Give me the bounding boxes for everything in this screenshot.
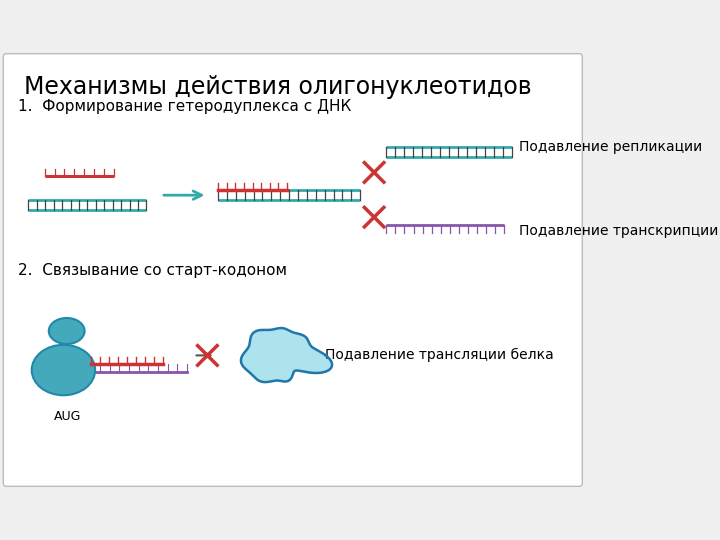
Ellipse shape [32, 345, 95, 395]
Text: 2.  Связывание со старт-кодоном: 2. Связывание со старт-кодоном [18, 264, 287, 279]
FancyBboxPatch shape [4, 53, 582, 487]
Text: Подавление транскрипции: Подавление транскрипции [519, 224, 719, 238]
Ellipse shape [49, 318, 84, 344]
Text: 1.  Формирование гетеродуплекса с ДНК: 1. Формирование гетеродуплекса с ДНК [18, 99, 351, 114]
Text: Механизмы действия олигонуклеотидов: Механизмы действия олигонуклеотидов [24, 75, 532, 99]
Text: Подавление репликации: Подавление репликации [519, 140, 702, 154]
Text: Подавление трансляции белка: Подавление трансляции белка [325, 348, 554, 362]
Text: AUG: AUG [54, 410, 81, 423]
Polygon shape [241, 328, 332, 382]
